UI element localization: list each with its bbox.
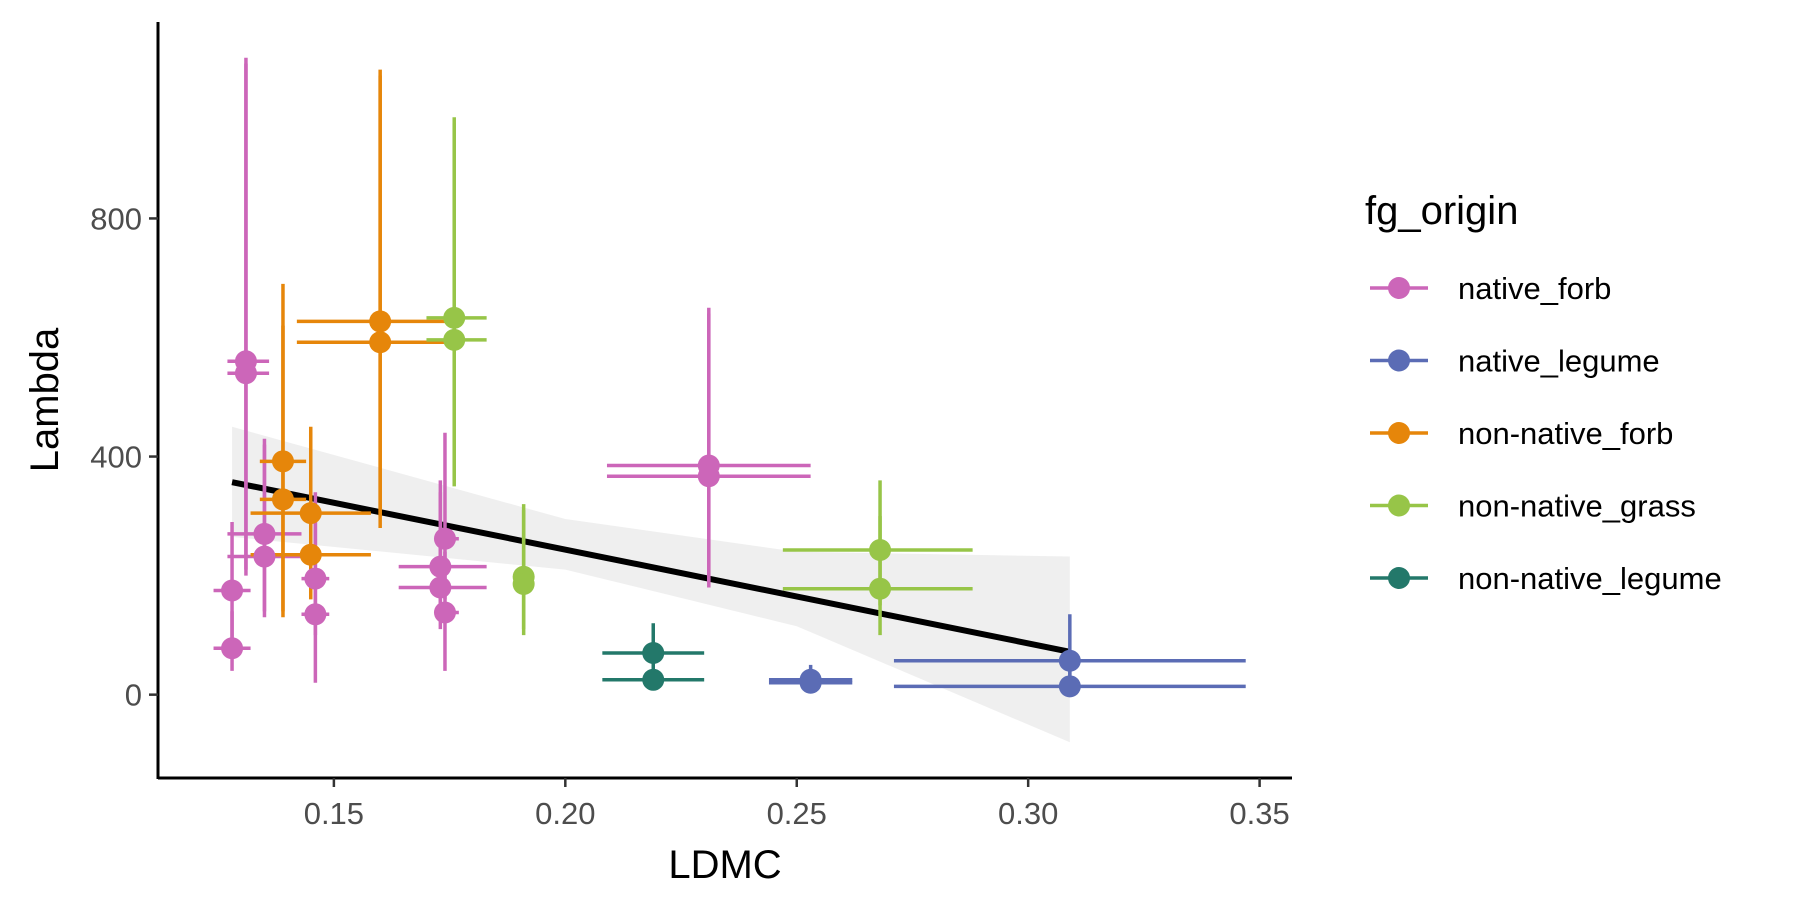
- trend-line: [231, 479, 1071, 655]
- confidence-ribbon-layer: [232, 426, 1070, 743]
- data-point: [1058, 675, 1081, 698]
- legend-label: native_legume: [1458, 344, 1660, 379]
- data-point: [299, 543, 322, 566]
- legend-entry: native_forb: [1370, 271, 1611, 306]
- legend-entry: non-native_grass: [1370, 489, 1696, 524]
- legend-label: non-native_legume: [1458, 561, 1722, 596]
- data-point: [369, 331, 392, 354]
- confidence-ribbon: [232, 426, 1070, 743]
- data-point: [304, 603, 327, 626]
- point-layer: [221, 306, 1081, 698]
- x-axis-ticks: 0.15 0.20 0.25 0.30 0.35: [304, 778, 1290, 831]
- data-point: [271, 450, 294, 473]
- x-axis-title: LDMC: [668, 843, 781, 887]
- data-point: [433, 527, 456, 550]
- x-tick-label: 0.15: [304, 796, 364, 831]
- y-tick-label: 0: [125, 678, 142, 713]
- legend-title: fg_origin: [1365, 189, 1518, 233]
- data-point: [304, 567, 327, 590]
- legend-entries: native_forb native_legume non-native_forbn…: [1370, 271, 1722, 596]
- data-point: [221, 579, 244, 602]
- data-point: [642, 641, 665, 664]
- data-point: [642, 668, 665, 691]
- trend-line-layer: [231, 479, 1071, 655]
- legend-label: native_forb: [1458, 271, 1611, 306]
- data-point: [429, 576, 452, 599]
- data-point: [234, 362, 257, 385]
- legend-entry: native_legume: [1370, 344, 1660, 379]
- data-point: [299, 502, 322, 525]
- legend-entry: non-native_legume: [1370, 561, 1722, 596]
- legend-label: non-native_grass: [1458, 489, 1696, 524]
- legend-key-point: [1388, 277, 1410, 299]
- x-tick-label: 0.25: [767, 796, 827, 831]
- data-point: [869, 577, 892, 600]
- data-point: [697, 465, 720, 488]
- data-point: [443, 306, 466, 329]
- y-axis-title: Lambda: [23, 327, 67, 472]
- legend-key-point: [1388, 422, 1410, 444]
- legend-key-point: [1388, 349, 1410, 372]
- y-axis-ticks: 0 400 800: [90, 201, 158, 713]
- data-point: [253, 545, 276, 568]
- y-tick-label: 800: [90, 201, 142, 236]
- x-tick-label: 0.20: [535, 796, 595, 831]
- y-tick-label: 400: [90, 440, 142, 475]
- data-point: [443, 328, 466, 351]
- legend-key-point: [1388, 567, 1410, 589]
- legend-entry: non-native_forb: [1370, 416, 1673, 451]
- data-point: [429, 555, 452, 578]
- x-tick-label: 0.35: [1229, 796, 1289, 831]
- data-point: [221, 637, 244, 660]
- legend-label: non-native_forb: [1458, 416, 1673, 451]
- data-point: [869, 539, 892, 562]
- data-point: [1058, 649, 1081, 672]
- legend: fg_origin native_forb native_legume non-na…: [1365, 189, 1722, 596]
- data-point: [799, 671, 822, 694]
- legend-key-point: [1388, 494, 1410, 517]
- data-point: [433, 601, 456, 624]
- data-point: [512, 572, 535, 595]
- data-point: [369, 310, 392, 333]
- data-point: [271, 488, 294, 511]
- x-tick-label: 0.30: [998, 796, 1058, 831]
- data-point: [253, 522, 276, 545]
